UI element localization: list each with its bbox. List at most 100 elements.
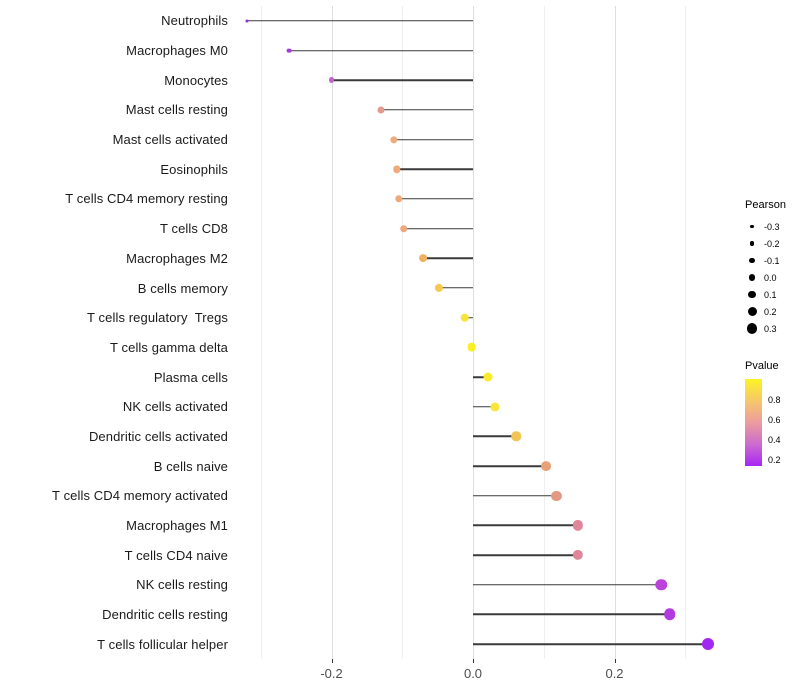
pearson-legend-size-dot xyxy=(749,257,755,264)
pearson-legend-item: -0.2 xyxy=(745,235,800,252)
lollipop-segment xyxy=(473,613,670,616)
pearson-legend-item: -0.3 xyxy=(745,218,800,235)
pearson-legend-size-label: -0.2 xyxy=(764,238,780,249)
lollipop-segment xyxy=(473,584,662,586)
pvalue-colorbar-tick-label: 0.6 xyxy=(768,414,781,425)
lollipop-dot xyxy=(245,19,249,23)
lollipop-row xyxy=(237,95,696,125)
pearson-legend-key xyxy=(745,241,759,246)
category-label: T cells CD4 naive xyxy=(124,547,228,563)
pvalue-legend-title: Pvalue xyxy=(745,360,779,372)
lollipop-row xyxy=(237,184,696,214)
pearson-legend-item: 0.2 xyxy=(745,303,800,320)
lollipop-row xyxy=(237,303,696,333)
category-label: T cells CD4 memory resting xyxy=(65,191,228,207)
category-label: Macrophages M2 xyxy=(126,250,228,266)
category-label: NK cells activated xyxy=(122,399,228,415)
gridline-major xyxy=(614,6,616,659)
lollipop-segment xyxy=(393,138,473,141)
pearson-legend-size-label: 0.3 xyxy=(764,323,777,334)
lollipop-dot xyxy=(540,461,551,471)
lollipop-dot xyxy=(655,579,667,591)
lollipop-row xyxy=(237,481,696,511)
lollipop-segment xyxy=(246,20,473,22)
x-axis-tick-label: 0.0 xyxy=(463,666,483,681)
category-label: T cells follicular helper xyxy=(97,636,228,652)
lollipop-row xyxy=(237,154,696,184)
category-label: NK cells resting xyxy=(136,577,228,593)
lollipop-row xyxy=(237,6,696,36)
lollipop-dot xyxy=(572,520,583,531)
category-labels-column: Neutrophils Macrophages M0 Monocytes Mast c… xyxy=(0,6,228,659)
pearson-legend-key xyxy=(745,307,759,316)
pearson-legend-size-dot xyxy=(747,307,757,316)
lollipop-segment xyxy=(381,109,473,111)
gridline-minor xyxy=(402,6,404,659)
lollipop-row xyxy=(237,273,696,303)
pvalue-colorbar-tick-label: 0.2 xyxy=(768,454,781,465)
gridline-minor xyxy=(543,6,545,659)
lollipop-segment xyxy=(289,49,473,52)
gridline-minor xyxy=(685,6,687,659)
lollipop-segment xyxy=(403,227,473,230)
x-axis-tick-label: -0.2 xyxy=(320,666,343,681)
lollipop-segment xyxy=(473,465,546,467)
lollipop-row xyxy=(237,570,696,600)
lollipop-segment xyxy=(473,435,517,438)
lollipop-dot xyxy=(460,313,469,322)
category-label: Monocytes xyxy=(164,72,228,88)
lollipop-segment xyxy=(473,376,488,378)
lollipop-row xyxy=(237,36,696,66)
category-label: Macrophages M0 xyxy=(126,43,228,59)
lollipop-dot xyxy=(434,283,444,293)
category-label: T cells CD4 memory activated xyxy=(52,488,228,504)
pvalue-color-legend: Pvalue 0.8 0.6 0.4 0.2 xyxy=(745,360,800,466)
lollipop-row xyxy=(237,362,696,392)
pearson-legend-item: -0.1 xyxy=(745,252,800,269)
category-label: Mast cells resting xyxy=(125,102,228,118)
category-label: Eosinophils xyxy=(160,161,228,177)
lollipop-dot xyxy=(467,342,476,352)
lollipop-row xyxy=(237,214,696,244)
pearson-legend-key xyxy=(745,323,759,334)
x-axis-tick-label: 0.2 xyxy=(605,666,624,681)
gridline-major xyxy=(331,6,333,659)
pearson-legend-size-label: 0.0 xyxy=(764,272,777,283)
lollipop-segment xyxy=(396,168,473,170)
lollipop-row xyxy=(237,629,714,659)
pvalue-colorbar-tick-label: 0.8 xyxy=(768,394,781,405)
lollipop-dot xyxy=(418,254,427,263)
pearson-legend-size-label: -0.3 xyxy=(764,221,780,232)
category-label: T cells gamma delta xyxy=(110,339,228,355)
category-label: Macrophages M1 xyxy=(126,518,228,534)
lollipop-row xyxy=(237,540,696,570)
pearson-legend-size-dot xyxy=(748,274,756,281)
pearson-legend-title: Pearson xyxy=(745,199,786,211)
pearson-legend-item: 0.3 xyxy=(745,320,800,337)
lollipop-row xyxy=(237,422,696,452)
lollipop-row xyxy=(237,451,696,481)
x-axis: -0.2 0.0 0.2 xyxy=(237,659,696,689)
lollipop-segment xyxy=(398,198,473,200)
pearson-size-legend: Pearson -0.3 -0.2 -0.1 0.0 0.1 0.2 0.3 xyxy=(745,199,800,337)
lollipop-segment xyxy=(439,287,473,289)
lollipop-segment xyxy=(473,554,578,556)
category-label: B cells memory xyxy=(137,280,228,296)
lollipop-row xyxy=(237,600,696,630)
lollipop-dot xyxy=(399,224,408,233)
lollipop-dot xyxy=(392,165,401,173)
lollipop-dot xyxy=(377,106,385,114)
lollipop-row xyxy=(237,65,696,95)
category-label: Plasma cells xyxy=(153,369,228,385)
x-axis-tick-mark xyxy=(473,659,474,663)
x-axis-tick-mark xyxy=(331,659,333,663)
lollipop-dot xyxy=(395,195,403,203)
pearson-legend-key xyxy=(745,290,759,299)
pvalue-colorbar-tick-label: 0.4 xyxy=(768,434,781,445)
pearson-legend-size-dot xyxy=(749,241,755,246)
lollipop-dot xyxy=(663,608,676,621)
pearson-legend-key xyxy=(745,224,759,229)
category-label: T cells CD8 xyxy=(159,221,228,237)
lollipop-row xyxy=(237,125,696,155)
